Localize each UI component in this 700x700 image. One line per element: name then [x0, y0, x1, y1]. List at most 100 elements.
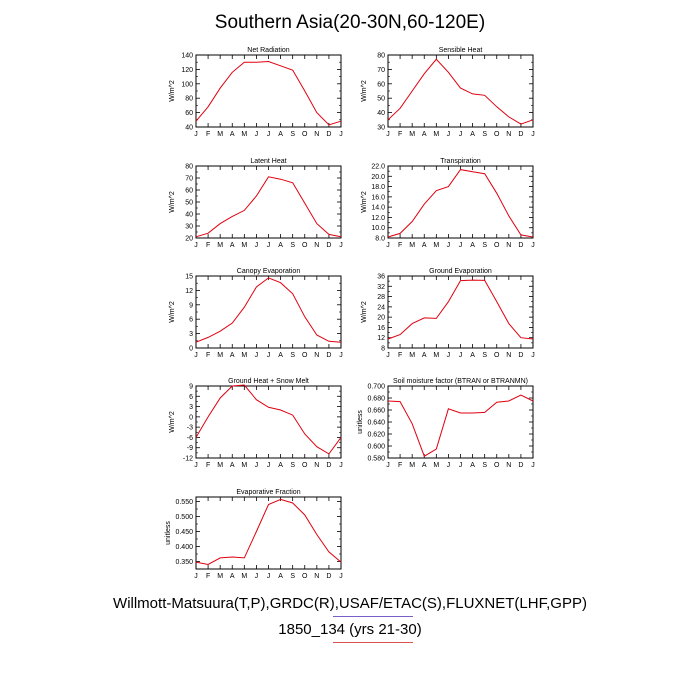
x-tick-label: A [470, 242, 475, 249]
x-tick-label: A [470, 131, 475, 138]
y-tick-label: 0 [189, 346, 193, 353]
data-sources-caption: Willmott-Matsuura(T,P),GRDC(R),USAF/ETAC… [113, 595, 587, 612]
y-tick-label: 6 [189, 317, 193, 324]
x-tick-label: O [302, 573, 308, 580]
x-tick-label: J [194, 131, 198, 138]
y-tick-label: 3 [189, 331, 193, 338]
x-tick-label: J [255, 462, 259, 469]
y-tick-label: -6 [187, 435, 193, 442]
y-tick-label: 80 [377, 53, 385, 60]
series-line [387, 279, 534, 340]
x-tick-label: A [230, 573, 235, 580]
panel-title: Ground Heat + Snow Melt [228, 378, 309, 385]
case-label: 1850_134 (yrs 21-30) [278, 621, 422, 638]
x-tick-label: J [531, 242, 535, 249]
x-tick-label: S [482, 352, 487, 359]
x-tick-label: J [386, 242, 390, 249]
y-axis-label: W/m^2 [169, 80, 176, 102]
y-tick-label: 0 [189, 414, 193, 421]
x-tick-label: N [506, 242, 511, 249]
x-tick-label: J [255, 242, 259, 249]
x-tick-label: M [241, 462, 247, 469]
y-axis-label: W/m^2 [169, 191, 176, 213]
y-tick-label: 16 [377, 325, 385, 332]
x-tick-label: S [482, 242, 487, 249]
x-tick-label: J [531, 352, 535, 359]
series-line [387, 169, 534, 238]
x-tick-label: A [422, 242, 427, 249]
x-tick-label: D [326, 242, 331, 249]
x-tick-label: F [206, 131, 210, 138]
x-tick-label: J [386, 462, 390, 469]
x-tick-label: M [409, 131, 415, 138]
y-tick-label: 80 [185, 96, 193, 103]
x-tick-label: J [339, 573, 343, 580]
x-tick-label: J [267, 242, 271, 249]
y-tick-label: 16.0 [371, 194, 385, 201]
page-title: Southern Asia(20-30N,60-120E) [214, 12, 486, 33]
x-tick-label: S [482, 131, 487, 138]
x-tick-label: A [470, 462, 475, 469]
chart-panel: Ground Heat + Snow Melt W/m^2 -12 -9 -6 -3 0 3 6… [169, 378, 343, 469]
y-tick-label: 30 [377, 125, 385, 132]
x-tick-label: N [314, 242, 319, 249]
y-tick-label: 14.0 [371, 205, 385, 212]
x-tick-label: F [398, 462, 402, 469]
y-tick-label: 40 [377, 110, 385, 117]
y-tick-label: 0.580 [367, 456, 385, 463]
x-tick-label: N [314, 462, 319, 469]
x-tick-label: N [314, 573, 319, 580]
x-tick-label: A [230, 131, 235, 138]
series-line [387, 58, 534, 125]
x-tick-label: J [255, 131, 259, 138]
x-tick-label: J [447, 131, 451, 138]
y-tick-label: 60 [377, 81, 385, 88]
x-tick-label: D [326, 462, 331, 469]
y-tick-label: 50 [185, 200, 193, 207]
x-tick-label: M [409, 352, 415, 359]
x-tick-label: O [302, 242, 308, 249]
y-tick-label: 0.550 [175, 499, 193, 506]
series-line [195, 176, 342, 238]
x-tick-label: D [326, 131, 331, 138]
x-tick-label: M [241, 352, 247, 359]
x-tick-label: A [230, 462, 235, 469]
x-tick-label: J [459, 352, 463, 359]
x-tick-label: S [482, 462, 487, 469]
chart-panel: Ground Evaporation W/m^2 8 12 16 20 24 28 32 36 J F… [361, 268, 535, 359]
x-tick-label: J [531, 131, 535, 138]
y-axis-label: W/m^2 [361, 301, 368, 323]
x-tick-label: J [447, 352, 451, 359]
x-tick-label: N [314, 131, 319, 138]
x-tick-label: J [267, 462, 271, 469]
x-tick-label: J [255, 352, 259, 359]
y-axis-label: W/m^2 [361, 80, 368, 102]
x-tick-label: O [302, 131, 308, 138]
series-line [195, 277, 342, 343]
x-tick-label: J [447, 242, 451, 249]
x-tick-label: D [518, 131, 523, 138]
x-tick-label: M [433, 131, 439, 138]
x-tick-label: J [339, 462, 343, 469]
y-tick-label: 120 [181, 67, 193, 74]
x-tick-label: D [326, 573, 331, 580]
x-tick-label: J [194, 462, 198, 469]
x-tick-label: J [447, 462, 451, 469]
x-tick-label: N [506, 131, 511, 138]
y-tick-label: 0.680 [367, 396, 385, 403]
panel-title: Net Radiation [247, 47, 290, 54]
x-tick-label: O [494, 131, 500, 138]
panel-title: Ground Evaporation [429, 268, 492, 275]
y-tick-label: 30 [185, 224, 193, 231]
x-tick-label: M [433, 462, 439, 469]
y-tick-label: 40 [185, 125, 193, 132]
x-tick-label: A [278, 352, 283, 359]
x-tick-label: M [217, 573, 223, 580]
x-tick-label: J [194, 242, 198, 249]
x-tick-label: O [302, 462, 308, 469]
y-tick-label: -12 [183, 456, 193, 463]
x-tick-label: J [267, 573, 271, 580]
panel-title: Soil moisture factor (BTRAN or BTRANMN) [393, 378, 528, 385]
